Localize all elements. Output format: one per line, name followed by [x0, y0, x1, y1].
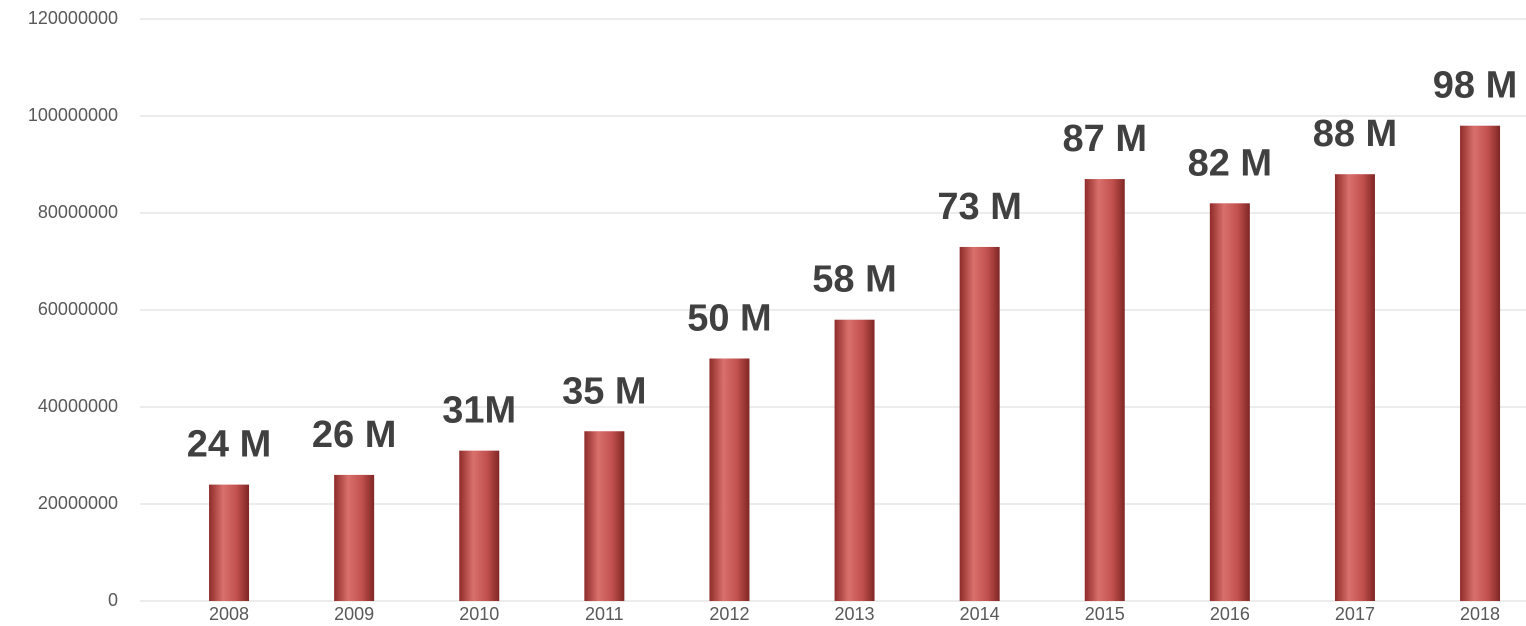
value-label: 82 M — [1188, 142, 1272, 184]
y-tick-label: 80000000 — [38, 202, 118, 222]
x-tick-label: 2013 — [835, 604, 875, 624]
bar — [709, 358, 750, 601]
value-label: 35 M — [562, 370, 646, 412]
bar — [459, 450, 500, 601]
x-tick-label: 2009 — [334, 604, 374, 624]
y-tick-label: 20000000 — [38, 493, 118, 513]
x-tick-label: 2012 — [709, 604, 749, 624]
bar — [1460, 125, 1501, 601]
y-tick-label: 120000000 — [28, 8, 118, 28]
y-tick-label: 0 — [108, 590, 118, 610]
bar — [959, 246, 1000, 601]
bar — [1209, 203, 1250, 602]
value-label: 58 M — [812, 259, 896, 301]
bar — [209, 484, 250, 601]
value-label: 26 M — [312, 414, 396, 456]
value-label: 73 M — [937, 186, 1021, 228]
x-tick-label: 2016 — [1210, 604, 1250, 624]
value-label: 88 M — [1313, 113, 1397, 155]
bar — [834, 319, 875, 601]
value-label: 31M — [442, 390, 516, 432]
x-tick-label: 2015 — [1085, 604, 1125, 624]
x-tick-label: 2018 — [1460, 604, 1500, 624]
x-tick-label: 2011 — [585, 604, 624, 624]
y-tick-label: 100000000 — [28, 105, 118, 125]
bar — [1334, 174, 1375, 601]
x-tick-label: 2008 — [209, 604, 249, 624]
x-tick-label: 2017 — [1335, 604, 1375, 624]
x-tick-label: 2014 — [960, 604, 1000, 624]
value-label: 87 M — [1063, 118, 1147, 160]
value-label: 50 M — [687, 298, 771, 340]
y-tick-label: 60000000 — [38, 299, 118, 319]
bar — [1084, 179, 1125, 602]
value-label: 24 M — [187, 424, 271, 466]
bar — [584, 431, 625, 601]
y-tick-label: 40000000 — [38, 396, 118, 416]
x-tick-label: 2010 — [459, 604, 499, 624]
bar — [334, 474, 375, 601]
value-label: 98 M — [1433, 65, 1517, 107]
